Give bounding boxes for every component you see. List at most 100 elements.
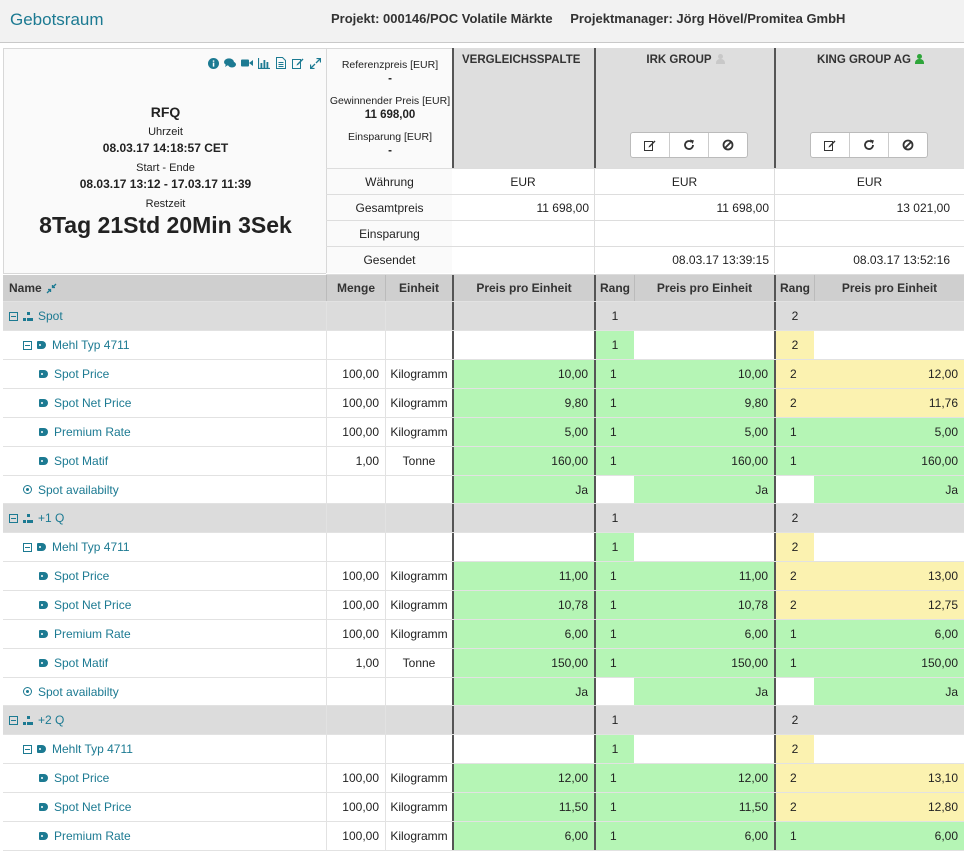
- collapse-toggle-icon[interactable]: [23, 744, 32, 754]
- bidder-name: IRK GROUP: [596, 54, 774, 66]
- name-cell: Premium Rate: [3, 620, 326, 648]
- table-row[interactable]: Spot Price 100,00 Kilogramm 11,00 1 11,00 2 13,…: [3, 562, 964, 591]
- qty-cell: 100,00: [326, 822, 385, 850]
- price-cell: Ja: [814, 476, 964, 503]
- info-icon[interactable]: [207, 57, 219, 69]
- collapse-toggle-icon[interactable]: [23, 542, 32, 552]
- price-cell: [634, 706, 774, 734]
- video-icon[interactable]: [241, 57, 253, 69]
- column-header-price[interactable]: Preis pro Einheit: [452, 275, 594, 301]
- column-header-unit[interactable]: Einheit: [385, 275, 452, 301]
- column-label: Name: [9, 281, 42, 295]
- item-row[interactable]: Mehl Typ 4711 1 2: [3, 533, 964, 562]
- user-icon: [914, 54, 924, 64]
- name-cell: +1 Q: [3, 504, 326, 532]
- rank-cell: [594, 476, 634, 503]
- rank-cell: 1: [594, 533, 634, 561]
- unit-cell: Kilogramm: [385, 764, 452, 792]
- item-row[interactable]: Mehl Typ 4711 1 2: [3, 331, 964, 360]
- price-cell: [634, 533, 774, 561]
- name-cell: Premium Rate: [3, 418, 326, 446]
- rank-cell: 1: [594, 620, 634, 648]
- item-row[interactable]: Mehlt Typ 4711 1 2: [3, 735, 964, 764]
- refresh-button[interactable]: [850, 133, 889, 157]
- qty-cell: [326, 302, 385, 330]
- edit-button[interactable]: [631, 133, 670, 157]
- name-cell: Mehl Typ 4711: [3, 331, 326, 359]
- row-name: Spot availabilty: [38, 482, 119, 497]
- collapse-toggle-icon[interactable]: [23, 340, 32, 350]
- expand-icon[interactable]: [309, 57, 321, 69]
- chart-icon[interactable]: [258, 57, 270, 69]
- price-cell: 13,10: [814, 764, 964, 792]
- ban-icon: [902, 139, 914, 151]
- column-header-rank[interactable]: Rang: [774, 275, 814, 301]
- price-cell: 150,00: [634, 649, 774, 677]
- summary-label: Währung: [326, 169, 452, 195]
- bidder-name: KING GROUP AG: [776, 54, 964, 66]
- collapse-toggle-icon[interactable]: [9, 715, 18, 725]
- price-cell: 11,00: [634, 562, 774, 590]
- refresh-button[interactable]: [670, 133, 709, 157]
- table-row[interactable]: Spot Net Price 100,00 Kilogramm 10,78 1 10,78…: [3, 591, 964, 620]
- price-cell: 6,00: [634, 822, 774, 850]
- price-cell: 13,00: [814, 562, 964, 590]
- table-row[interactable]: Spot Matif 1,00 Tonne 160,00 1 160,00 1 160,00: [3, 447, 964, 476]
- savings-value: [774, 221, 964, 247]
- table-row[interactable]: Spot availabilty Ja Ja Ja: [3, 476, 964, 504]
- document-icon[interactable]: [275, 57, 287, 69]
- tag-icon: [37, 543, 46, 551]
- column-header-price[interactable]: Preis pro Einheit: [634, 275, 774, 301]
- bidder-name-text: IRK GROUP: [646, 54, 712, 66]
- summary-label: Gesendet: [326, 247, 452, 273]
- qty-cell: [326, 331, 385, 359]
- qty-cell: 100,00: [326, 360, 385, 388]
- reference-panel: Referenzpreis [EUR] - Gewinnender Preis …: [326, 48, 452, 168]
- summary-label: Einsparung: [326, 221, 452, 247]
- column-header-qty[interactable]: Menge: [326, 275, 385, 301]
- unit-cell: [385, 735, 452, 763]
- table-row[interactable]: Premium Rate 100,00 Kilogramm 6,00 1 6,00 1 6,0…: [3, 620, 964, 649]
- rank-cell: [774, 476, 814, 503]
- table-row[interactable]: Spot Matif 1,00 Tonne 150,00 1 150,00 1 150,00: [3, 649, 964, 678]
- price-cell: 10,00: [634, 360, 774, 388]
- rank-cell: 2: [774, 533, 814, 561]
- column-header-price[interactable]: Preis pro Einheit: [814, 275, 964, 301]
- comments-icon[interactable]: [224, 57, 236, 69]
- table-row[interactable]: Spot Net Price 100,00 Kilogramm 9,80 1 9,80 2 1…: [3, 389, 964, 418]
- collapse-icon[interactable]: [46, 283, 57, 294]
- winning-price-value: 11 698,00: [364, 109, 416, 121]
- comparison-price-cell: [452, 331, 594, 359]
- block-button[interactable]: [889, 133, 927, 157]
- tag-icon: [39, 774, 48, 782]
- price-cell: 12,00: [634, 764, 774, 792]
- table-row[interactable]: Premium Rate 100,00 Kilogramm 6,00 1 6,00 1 6,0…: [3, 822, 964, 851]
- table-row[interactable]: Premium Rate 100,00 Kilogramm 5,00 1 5,00 1 5,0…: [3, 418, 964, 447]
- savings-value: -: [388, 145, 392, 157]
- column-header-rank[interactable]: Rang: [594, 275, 634, 301]
- range-label: Start - Ende: [136, 162, 195, 174]
- table-row[interactable]: Spot availabilty Ja Ja Ja: [3, 678, 964, 706]
- rank-cell: 1: [594, 360, 634, 388]
- collapse-toggle-icon[interactable]: [9, 311, 18, 321]
- group-row[interactable]: Spot 1 2: [3, 302, 964, 331]
- edit-icon[interactable]: [292, 57, 304, 69]
- column-header-name[interactable]: Name: [3, 275, 326, 301]
- group-row[interactable]: +1 Q 1 2: [3, 504, 964, 533]
- rank-cell: 1: [594, 706, 634, 734]
- edit-button[interactable]: [811, 133, 850, 157]
- group-row[interactable]: +2 Q 1 2: [3, 706, 964, 735]
- currency-value: EUR: [510, 175, 536, 189]
- rank-cell: 1: [594, 649, 634, 677]
- time-value: 08.03.17 14:18:57 CET: [102, 141, 229, 155]
- table-row[interactable]: Spot Net Price 100,00 Kilogramm 11,50 1 11,50…: [3, 793, 964, 822]
- tag-icon: [39, 428, 48, 436]
- block-button[interactable]: [709, 133, 747, 157]
- name-cell: Spot Net Price: [3, 793, 326, 821]
- collapse-toggle-icon[interactable]: [9, 513, 18, 523]
- winning-price-label: Gewinnender Preis [EUR]: [329, 95, 451, 107]
- table-row[interactable]: Spot Price 100,00 Kilogramm 10,00 1 10,00 2 12,…: [3, 360, 964, 389]
- rank-cell: 1: [594, 822, 634, 850]
- table-row[interactable]: Spot Price 100,00 Kilogramm 12,00 1 12,00 2 13,…: [3, 764, 964, 793]
- unit-cell: Kilogramm: [385, 389, 452, 417]
